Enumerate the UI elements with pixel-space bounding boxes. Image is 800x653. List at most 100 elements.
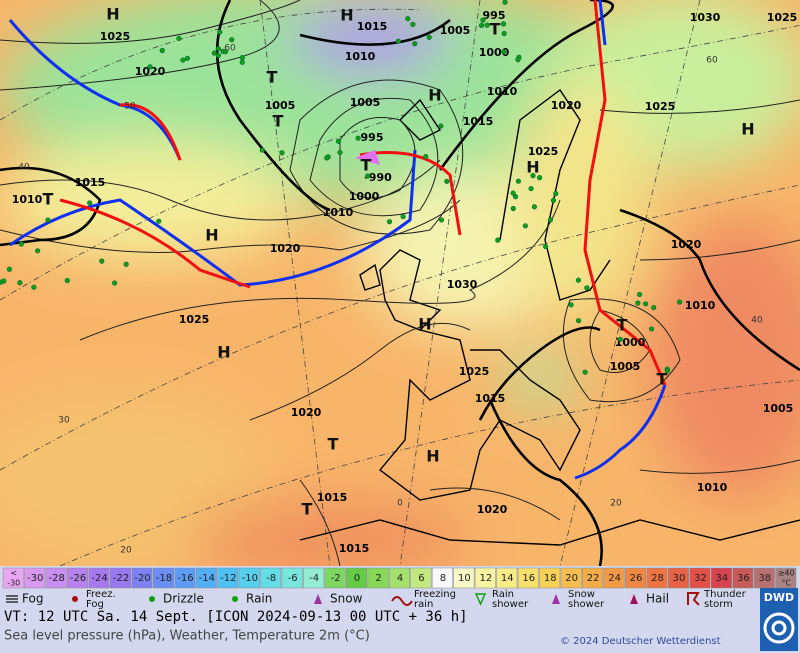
high-center: H (340, 6, 353, 25)
rain-symbol (17, 280, 23, 286)
scale-label: ≥40 (778, 569, 795, 578)
rain-symbol (530, 173, 536, 179)
scale-swatch (152, 567, 174, 589)
rain-symbol (215, 52, 222, 59)
scale-label: 8 (440, 573, 446, 584)
rain-symbol (617, 336, 623, 342)
rain-symbol (410, 21, 416, 27)
scale-swatch (217, 567, 239, 589)
rain-symbol (582, 369, 588, 375)
rain-symbol (217, 29, 223, 35)
rain-symbol (502, 0, 508, 5)
rain-symbol (480, 17, 486, 23)
weather-label: Snow (568, 589, 595, 600)
low-center: T (43, 190, 54, 209)
copyright: © 2024 Deutscher Wetterdienst (560, 636, 721, 647)
rain-symbol (528, 185, 534, 192)
scale-swatch (710, 567, 732, 589)
isobar-label: 1010 (345, 50, 376, 63)
isobar-label: 1025 (459, 365, 490, 378)
weather-label: Drizzle (163, 592, 204, 606)
scale-label: 14 (501, 573, 514, 584)
isobar-label: 1015 (357, 20, 388, 33)
scale-swatch (625, 567, 647, 589)
rain-symbol (543, 243, 549, 250)
rain-symbol (259, 147, 265, 153)
rain-symbol (643, 301, 649, 307)
fronts (8, 0, 667, 480)
weather-icon (72, 596, 78, 602)
weather-label: Hail (646, 592, 669, 606)
scale-label: 36 (737, 573, 750, 584)
grid-labels: 60 60 50 40 40 30 20 20 0 (18, 44, 763, 556)
isobar-label: 1025 (528, 145, 559, 158)
scale-swatch (324, 567, 346, 589)
isobar-label: 1000 (479, 46, 510, 59)
scale-swatch (603, 567, 625, 589)
isobar-label: 1010 (487, 85, 518, 98)
scale-swatch (67, 567, 89, 589)
grid-label: 40 (18, 163, 30, 173)
scale-label: < (10, 569, 17, 578)
rain-symbol (176, 35, 182, 42)
weather-icon (687, 592, 700, 606)
isobars (0, 0, 800, 567)
rain-symbol (239, 59, 245, 65)
rain-symbol (386, 219, 393, 225)
rain-symbol (400, 213, 406, 220)
isobar-label: 1020 (135, 65, 166, 78)
rain-symbol (478, 22, 485, 28)
low-center: T (267, 68, 278, 87)
rain-symbol (35, 248, 41, 254)
scale-label: 0 (354, 573, 360, 584)
rain-symbol (159, 47, 165, 54)
rain-symbol (510, 205, 516, 212)
rain-symbol (365, 173, 371, 179)
high-center: H (741, 120, 754, 139)
scale-swatch (110, 567, 132, 589)
rain-symbol (512, 194, 519, 200)
rain-symbol (1, 278, 7, 284)
weather-label: Rain (246, 592, 272, 606)
high-center: H (418, 315, 431, 334)
rain-symbol (324, 155, 330, 161)
scale-swatch (517, 567, 539, 589)
weather-label: Thunder (703, 589, 747, 600)
scale-swatch (453, 567, 475, 589)
isobar-label: 1020 (270, 242, 301, 255)
rain-symbol (515, 57, 521, 63)
isobar-label: 1015 (463, 115, 494, 128)
rain-symbol (531, 204, 538, 210)
rain-symbol (500, 21, 507, 27)
scale-swatch (281, 567, 303, 589)
scale-label: -14 (199, 573, 215, 584)
rain-symbol (676, 299, 683, 305)
scale-label: 28 (651, 573, 664, 584)
rain-symbol (123, 261, 129, 267)
grid-label: 0 (397, 499, 403, 509)
isobar-label: 1010 (12, 193, 43, 206)
scale-swatch (667, 567, 689, 589)
scale-label: -22 (113, 573, 129, 584)
isobar-label: 1000 (349, 190, 380, 203)
scale-swatch (260, 567, 282, 589)
rain-symbol (547, 217, 554, 223)
scale-label: 26 (630, 573, 643, 584)
high-center: H (217, 343, 230, 362)
isobar-label: 1015 (75, 176, 106, 189)
isobar-label: 1030 (690, 11, 721, 24)
lat-lon-grid (0, 0, 800, 567)
dwd-logo-mark (763, 612, 795, 644)
dwd-logo-mark (771, 620, 787, 636)
rain-symbol (651, 304, 657, 311)
scale-swatch (303, 567, 325, 589)
scale-label: -8 (266, 573, 276, 584)
high-center: H (106, 5, 119, 24)
rain-symbol (584, 285, 590, 291)
isobar-label: 1005 (265, 99, 296, 112)
rain-symbol (279, 150, 285, 156)
scale-swatch (389, 567, 410, 589)
rain-symbol (147, 64, 153, 70)
scale-label: -30 (7, 579, 20, 588)
